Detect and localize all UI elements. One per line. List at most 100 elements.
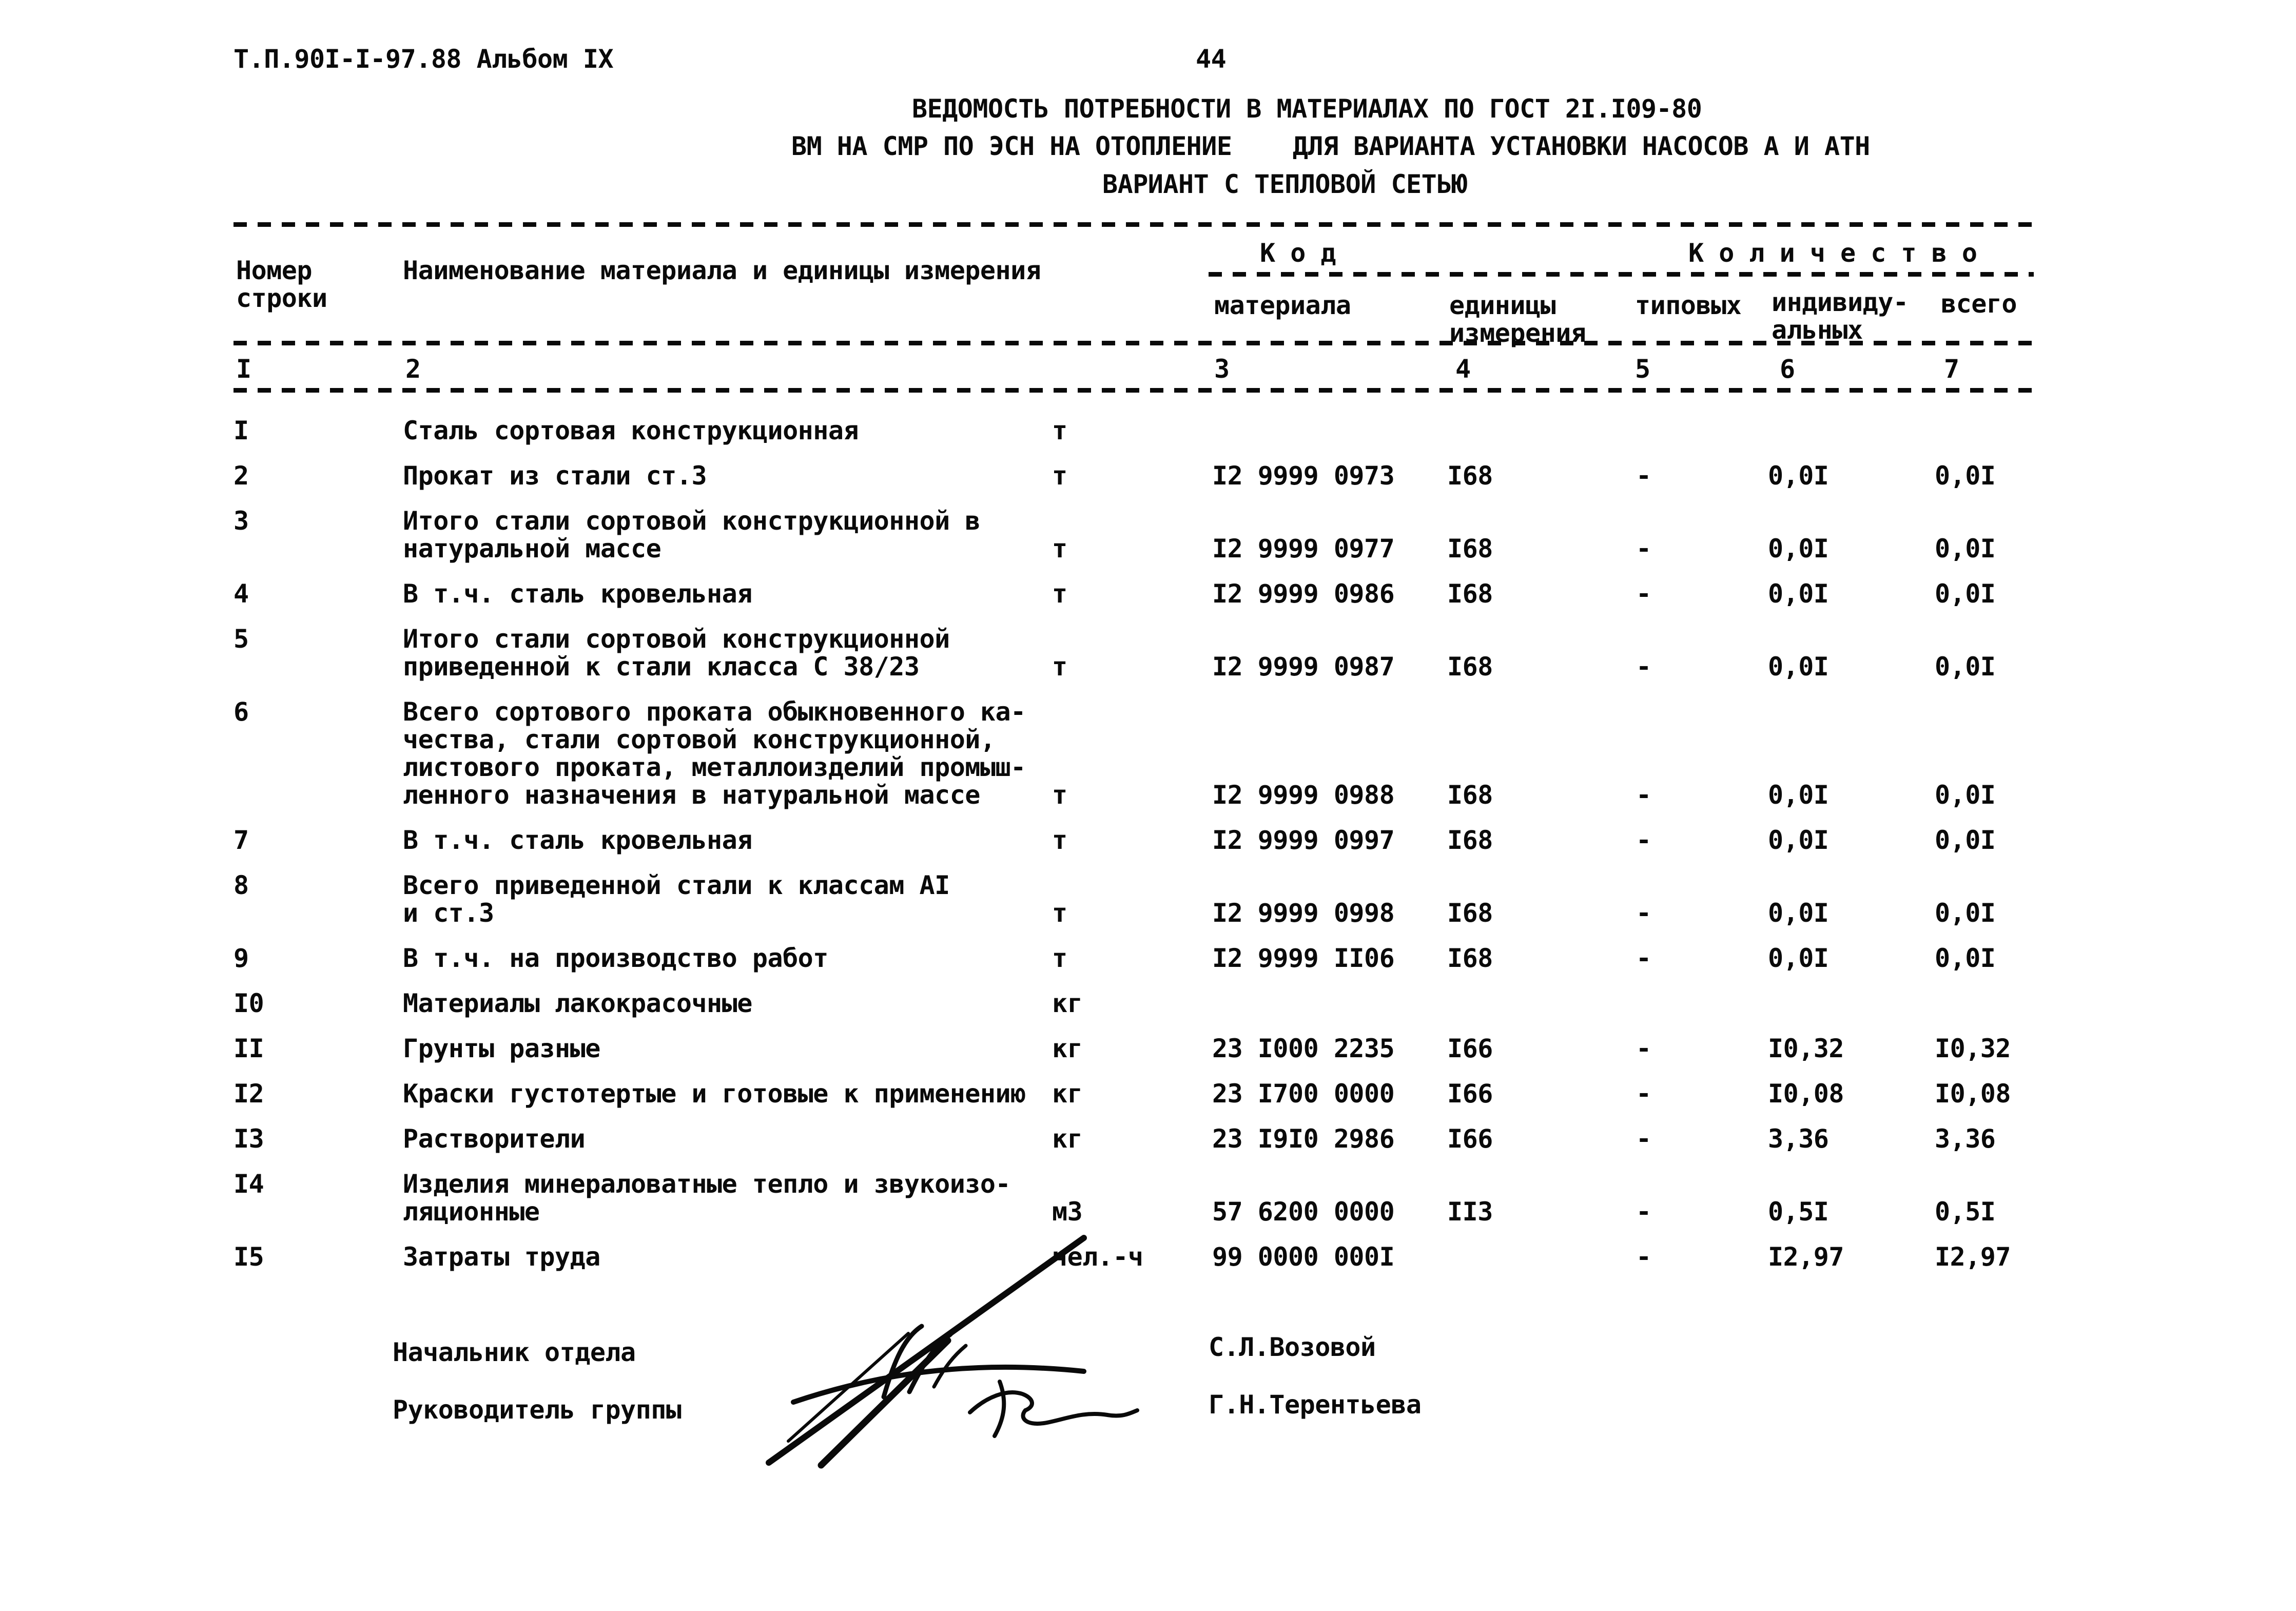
- header-qty-individual: индивиду- альных: [1772, 287, 1909, 345]
- header-code-material: материала: [1214, 290, 1351, 320]
- qty-total-cell: 0,0I: [1935, 579, 1996, 609]
- qty-typical-cell: -: [1636, 579, 1651, 609]
- qty-individual-cell: 0,0I: [1768, 579, 1829, 609]
- table-row: 6 Всего сортового проката обыкновенного …: [234, 698, 2081, 809]
- signature-scribble: [766, 1235, 1139, 1469]
- unit-cell: т: [1052, 461, 1067, 491]
- qty-typical-cell: -: [1636, 1242, 1651, 1272]
- qty-individual-cell: 0,0I: [1768, 780, 1829, 810]
- qty-total-cell: 0,0I: [1935, 943, 1996, 973]
- qty-typical-cell: -: [1636, 652, 1651, 682]
- material-code-cell: 23 I700 0000: [1212, 1079, 1395, 1109]
- material-code-cell: 23 I000 2235: [1212, 1034, 1395, 1063]
- dashed-rule-header-bottom: [234, 341, 2035, 345]
- column-number-7: 7: [1944, 354, 1959, 384]
- unit-cell: т: [1052, 780, 1067, 810]
- qty-typical-cell: -: [1636, 780, 1651, 810]
- row-number-cell: I3: [234, 1124, 264, 1154]
- qty-individual-cell: 0,0I: [1768, 652, 1829, 682]
- unit-code-cell: I68: [1447, 579, 1493, 609]
- material-name-cell: Растворители: [403, 1124, 586, 1154]
- qty-total-cell: I0,08: [1935, 1079, 2011, 1109]
- material-code-cell: I2 9999 0998: [1212, 898, 1395, 928]
- column-number-3: 3: [1214, 354, 1230, 384]
- unit-code-cell: I68: [1447, 461, 1493, 491]
- unit-cell: т: [1052, 579, 1067, 609]
- table-row: 2 Прокат из стали ст.3 т I2 9999 0973 I6…: [234, 462, 2081, 490]
- dashed-rule-top: [234, 222, 2035, 227]
- qty-individual-cell: I0,32: [1768, 1034, 1844, 1063]
- unit-cell: кг: [1052, 1124, 1083, 1154]
- unit-cell: кг: [1052, 1034, 1083, 1063]
- qty-individual-cell: 0,5I: [1768, 1197, 1829, 1227]
- unit-code-cell: I66: [1447, 1034, 1493, 1063]
- qty-typical-cell: -: [1636, 898, 1651, 928]
- material-name-cell: Прокат из стали ст.3: [403, 461, 707, 491]
- unit-cell: т: [1052, 416, 1067, 445]
- qty-individual-cell: I0,08: [1768, 1079, 1844, 1109]
- material-name-cell: В т.ч. на производство работ: [403, 943, 828, 973]
- unit-cell: т: [1052, 534, 1067, 564]
- table-body: I Сталь сортовая конструкционная т 2 Про…: [234, 417, 2081, 1271]
- column-number-5: 5: [1635, 354, 1650, 384]
- material-name-cell: Итого стали сортовой конструкционной в н…: [403, 506, 980, 564]
- material-code-cell: I2 9999 0986: [1212, 579, 1395, 609]
- signature-name-1: С.Л.Возовой: [1209, 1332, 1376, 1362]
- title-line-2: ВМ НА СМР ПО ЭСН НА ОТОПЛЕНИЕ ДЛЯ ВАРИАН…: [791, 131, 1870, 161]
- material-code-cell: I2 9999 0973: [1212, 461, 1395, 491]
- table-row: 3 Итого стали сортовой конструкционной в…: [234, 507, 2081, 562]
- title-line-1: ВЕДОМОСТЬ ПОТРЕБНОСТИ В МАТЕРИАЛАХ ПО ГО…: [912, 94, 1702, 124]
- unit-code-cell: I66: [1447, 1079, 1493, 1109]
- qty-total-cell: 0,0I: [1935, 461, 1996, 491]
- table-row: 9 В т.ч. на производство работ т I2 9999…: [234, 944, 2081, 972]
- table-row: I3 Растворители кг 23 I9I0 2986 I66 - 3,…: [234, 1125, 2081, 1153]
- row-number-cell: 3: [234, 506, 249, 536]
- material-name-cell: В т.ч. сталь кровельная: [403, 825, 752, 855]
- row-number-cell: 7: [234, 825, 249, 855]
- signature-role-1: Начальник отдела: [393, 1337, 636, 1367]
- unit-code-cell: II3: [1447, 1197, 1493, 1227]
- row-number-cell: 4: [234, 579, 249, 609]
- unit-code-cell: I68: [1447, 898, 1493, 928]
- row-number-cell: I0: [234, 988, 264, 1018]
- qty-individual-cell: 0,0I: [1768, 825, 1829, 855]
- unit-cell: т: [1052, 898, 1067, 928]
- dashed-rule-code-group: [1209, 272, 2034, 277]
- material-name-cell: Материалы лакокрасочные: [403, 988, 752, 1018]
- row-number-cell: I: [234, 416, 249, 445]
- table-row: 7 В т.ч. сталь кровельная т I2 9999 0997…: [234, 826, 2081, 854]
- material-code-cell: 57 6200 0000: [1212, 1197, 1395, 1227]
- material-code-cell: I2 9999 0987: [1212, 652, 1395, 682]
- unit-code-cell: I68: [1447, 534, 1493, 564]
- material-code-cell: I2 9999 II06: [1212, 943, 1395, 973]
- header-material-name: Наименование материала и единицы измерен…: [403, 256, 1041, 285]
- row-number-cell: I4: [234, 1169, 264, 1199]
- qty-typical-cell: -: [1636, 1197, 1651, 1227]
- table-row: I Сталь сортовая конструкционная т: [234, 417, 2081, 444]
- unit-code-cell: I68: [1447, 943, 1493, 973]
- table-row: 8 Всего приведенной стали к классам АI и…: [234, 871, 2081, 927]
- column-number-4: 4: [1455, 354, 1471, 384]
- qty-total-cell: 0,5I: [1935, 1197, 1996, 1227]
- unit-cell: т: [1052, 943, 1067, 973]
- row-number-cell: I5: [234, 1242, 264, 1272]
- qty-individual-cell: 3,36: [1768, 1124, 1829, 1154]
- unit-cell: кг: [1052, 988, 1083, 1018]
- material-name-cell: Всего сортового проката обыкновенного ка…: [403, 697, 1026, 810]
- row-number-cell: II: [234, 1034, 264, 1063]
- header-qty-typical: типовых: [1635, 290, 1742, 320]
- material-code-cell: I2 9999 0977: [1212, 534, 1395, 564]
- qty-total-cell: 0,0I: [1935, 898, 1996, 928]
- qty-typical-cell: -: [1636, 1124, 1651, 1154]
- qty-total-cell: 0,0I: [1935, 652, 1996, 682]
- qty-total-cell: 0,0I: [1935, 825, 1996, 855]
- table-row: I2 Краски густотертые и готовые к примен…: [234, 1080, 2081, 1108]
- qty-individual-cell: 0,0I: [1768, 461, 1829, 491]
- row-number-cell: 9: [234, 943, 249, 973]
- material-code-cell: I2 9999 0997: [1212, 825, 1395, 855]
- qty-total-cell: 0,0I: [1935, 534, 1996, 564]
- row-number-cell: I2: [234, 1079, 264, 1109]
- dashed-rule-colnum-bottom: [234, 388, 2035, 393]
- qty-individual-cell: 0,0I: [1768, 943, 1829, 973]
